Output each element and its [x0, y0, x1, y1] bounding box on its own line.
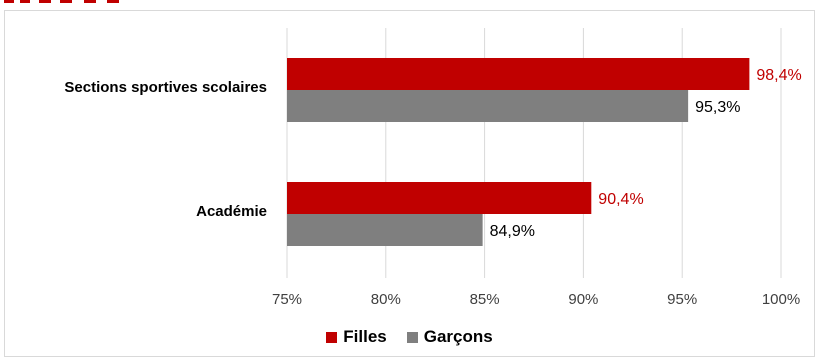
legend-label-filles: Filles	[343, 327, 387, 346]
chart-frame	[4, 10, 815, 357]
category-label: Sections sportives scolaires	[64, 79, 267, 96]
title-fragment	[0, 0, 140, 8]
legend-item-garcons: Garçons	[406, 327, 493, 347]
legend-swatch-filles	[326, 331, 338, 343]
bar	[287, 58, 750, 90]
x-tick-label: 100%	[762, 291, 800, 308]
data-label: 95,3%	[695, 99, 740, 116]
data-label: 84,9%	[490, 223, 535, 240]
legend-label-garcons: Garçons	[423, 327, 493, 346]
data-label: 90,4%	[598, 191, 643, 208]
x-tick-label: 80%	[371, 291, 401, 308]
legend: Filles Garçons	[0, 327, 819, 347]
x-tick-label: 95%	[667, 291, 697, 308]
legend-item-filles: Filles	[326, 327, 387, 347]
bar	[287, 182, 592, 214]
bar	[287, 90, 689, 122]
x-tick-label: 75%	[272, 291, 302, 308]
data-label: 98,4%	[756, 67, 801, 84]
category-label: Académie	[196, 203, 267, 220]
legend-swatch-garcons	[406, 331, 418, 343]
bar	[287, 214, 483, 246]
x-tick-label: 85%	[470, 291, 500, 308]
x-tick-label: 90%	[568, 291, 598, 308]
